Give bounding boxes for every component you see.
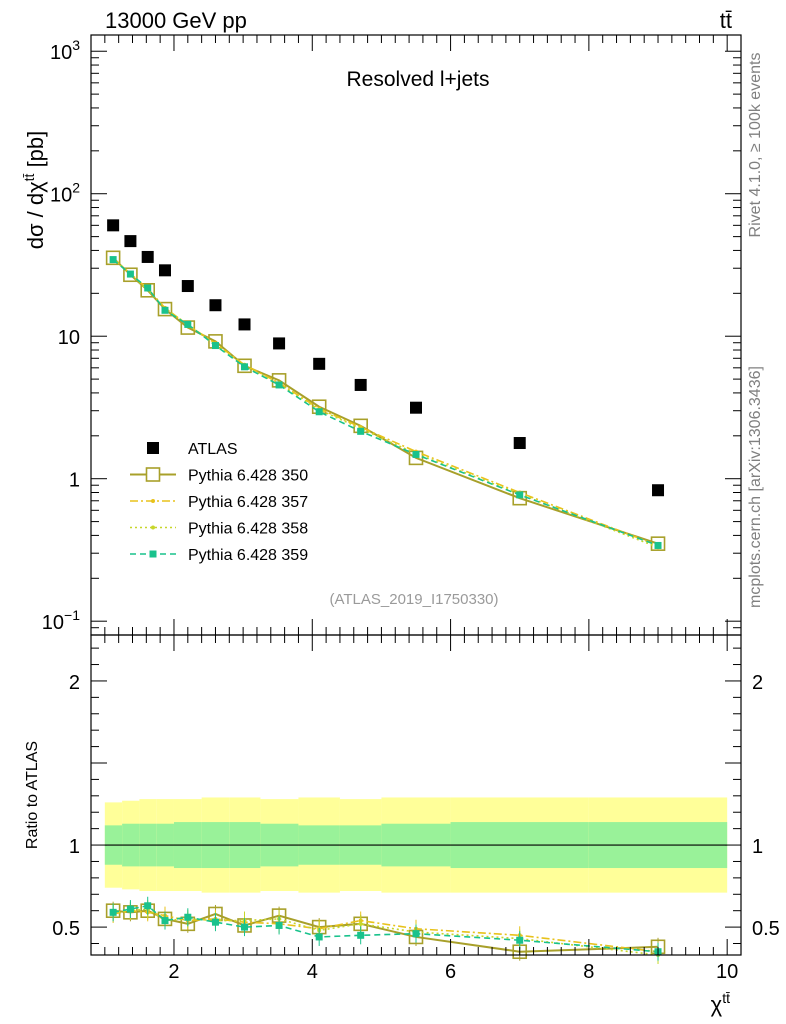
atlas-point xyxy=(313,357,326,370)
mc-point xyxy=(654,541,662,549)
process-label: tt̄ xyxy=(720,8,732,33)
mc-point xyxy=(161,306,169,314)
main-frame xyxy=(90,34,742,636)
ratio-series-4 xyxy=(109,896,662,961)
y-tick-label: 10−1 xyxy=(42,607,80,634)
legend-marker xyxy=(147,442,159,454)
y-tick-label: 1 xyxy=(69,470,80,492)
ratio-tick-label-right: 0.5 xyxy=(752,918,780,940)
atlas-point xyxy=(107,219,120,232)
ratio-series-2 xyxy=(111,901,661,961)
mc-point xyxy=(237,358,252,374)
atlas-point xyxy=(124,235,137,248)
legend-marker xyxy=(151,499,155,503)
x-tick-label: 2 xyxy=(168,961,179,983)
mc-point xyxy=(157,301,173,317)
mc-point xyxy=(184,320,192,328)
mc-point xyxy=(123,267,138,283)
atlas-point xyxy=(158,264,171,277)
y-tick-label: 103 xyxy=(50,37,80,64)
ratio-tick-label-left: 1 xyxy=(69,836,80,858)
ratio-line xyxy=(113,908,659,956)
legend-label: Pythia 6.428 359 xyxy=(188,547,308,564)
mc-point xyxy=(105,250,121,266)
legend-marker xyxy=(151,525,155,530)
legend-label: Pythia 6.428 358 xyxy=(188,521,308,538)
ratio-point xyxy=(358,921,363,926)
atlas-point xyxy=(354,378,367,391)
legend-label: Pythia 6.428 350 xyxy=(188,468,308,485)
mc-point xyxy=(241,363,249,371)
mc-point xyxy=(412,450,420,458)
ratio-point xyxy=(126,905,134,913)
x-tick-label: 4 xyxy=(307,961,318,983)
atlas-point xyxy=(513,437,526,450)
ratio-tick-label-left: 2 xyxy=(69,672,80,694)
x-tick-label: 6 xyxy=(445,961,456,983)
ratio-point xyxy=(184,913,192,921)
mc-point xyxy=(516,491,524,499)
ratio-point xyxy=(144,902,152,910)
mc-point xyxy=(109,256,117,264)
energy-label: 13000 GeV pp xyxy=(105,8,247,33)
ratio-tick-label-left: 0.5 xyxy=(52,918,80,940)
atlas-point xyxy=(652,484,665,497)
mc-point xyxy=(211,342,219,350)
mc-point xyxy=(140,283,156,298)
ratio-y-axis-label: Ratio to ATLAS xyxy=(24,741,41,849)
mc-point xyxy=(275,381,283,389)
legend-label: Pythia 6.428 357 xyxy=(188,494,308,511)
ratio-tick-label-right: 1 xyxy=(752,836,763,858)
x-axis-label: χtt̄ xyxy=(711,990,730,1017)
mc-point xyxy=(126,270,134,278)
atlas-point xyxy=(209,299,222,312)
chart-title: Resolved l+jets xyxy=(347,68,490,91)
legend-label: ATLAS xyxy=(188,441,238,458)
series-0 xyxy=(107,219,665,497)
mc-point xyxy=(315,408,323,416)
ratio-point xyxy=(109,908,117,916)
mc-point xyxy=(144,284,152,292)
y-axis-label: dσ / dχtt̄ [pb] xyxy=(21,131,48,250)
y-tick-label: 102 xyxy=(50,180,80,207)
ratio-panel: 0.5 0.5 1 1 2 2 2 4 6 8 10 xyxy=(52,634,780,983)
ratio-frame xyxy=(90,634,742,956)
mcplots-label: mcplots.cern.ch [arXiv:1306.3436] xyxy=(747,366,764,608)
main-panel: 10−1 1 10 102 103 Resolved l+jets (ATLAS_201… xyxy=(42,34,742,636)
legend-marker xyxy=(149,550,157,558)
mc-point xyxy=(357,427,365,435)
y-tick-label: 10 xyxy=(58,327,80,349)
ratio-point xyxy=(315,933,323,941)
legend-marker xyxy=(145,467,161,482)
x-tick-label: 8 xyxy=(583,961,594,983)
atlas-point xyxy=(181,280,194,293)
ratio-point xyxy=(357,931,365,939)
ratio-point xyxy=(275,921,283,929)
analysis-label: (ATLAS_2019_I1750330) xyxy=(329,591,498,608)
ratio-point xyxy=(241,923,249,931)
ratio-tick-label-right: 2 xyxy=(752,672,763,694)
ratio-point xyxy=(412,930,420,938)
ratio-point xyxy=(211,918,219,926)
series-4 xyxy=(109,256,662,549)
ratio-series-1 xyxy=(105,901,666,961)
atlas-point xyxy=(273,337,286,350)
legend: ATLAS Pythia 6.428 350 Pythia 6.428 357 Pyt… xyxy=(130,441,308,564)
atlas-point xyxy=(238,318,251,331)
ratio-point xyxy=(516,936,524,944)
rivet-label: Rivet 4.1.0, ≥ 100k events xyxy=(747,53,764,238)
x-tick-label: 10 xyxy=(716,961,738,983)
atlas-point xyxy=(141,250,154,263)
ratio-point xyxy=(161,917,169,925)
atlas-point xyxy=(410,401,422,414)
